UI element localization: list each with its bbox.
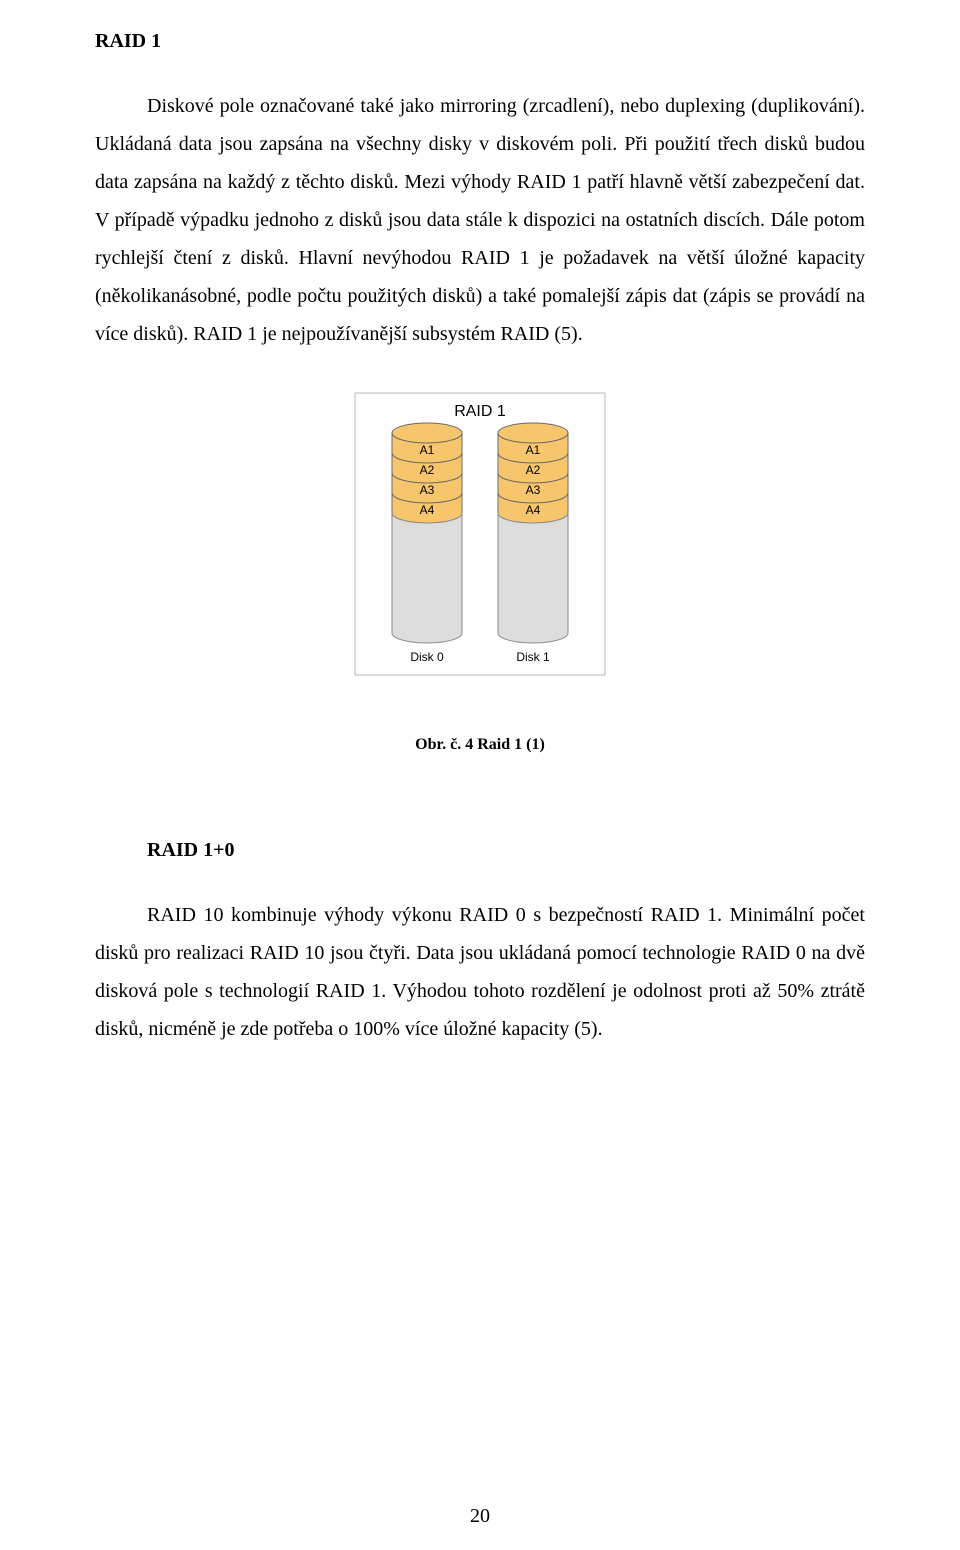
paragraph-raid10: RAID 10 kombinuje výhody výkonu RAID 0 s…	[95, 896, 865, 1048]
paragraph-raid1: Diskové pole označované také jako mirror…	[95, 87, 865, 353]
svg-text:Disk 0: Disk 0	[410, 650, 444, 664]
document-page: RAID 1 Diskové pole označované také jako…	[0, 0, 960, 1550]
heading-raid10: RAID 1+0	[147, 839, 865, 862]
svg-text:A4: A4	[526, 503, 541, 517]
svg-text:A3: A3	[420, 483, 435, 497]
svg-text:A4: A4	[420, 503, 435, 517]
svg-text:RAID 1: RAID 1	[454, 403, 506, 420]
svg-text:A1: A1	[420, 443, 435, 457]
raid1-diagram-svg: RAID 1 A1 A2 A3 A4 Disk 0 A1 A2 A3 A4 Disk 1	[345, 383, 615, 713]
heading-raid1: RAID 1	[95, 30, 865, 53]
figure-raid1-diagram: RAID 1 A1 A2 A3 A4 Disk 0 A1 A2 A3 A4 Disk 1	[95, 383, 865, 718]
svg-text:A3: A3	[526, 483, 541, 497]
page-number: 20	[0, 1505, 960, 1528]
svg-text:A2: A2	[420, 463, 435, 477]
svg-text:Disk 1: Disk 1	[516, 650, 550, 664]
svg-text:A1: A1	[526, 443, 541, 457]
figure-caption: Obr. č. 4 Raid 1 (1)	[95, 736, 865, 754]
svg-text:A2: A2	[526, 463, 541, 477]
